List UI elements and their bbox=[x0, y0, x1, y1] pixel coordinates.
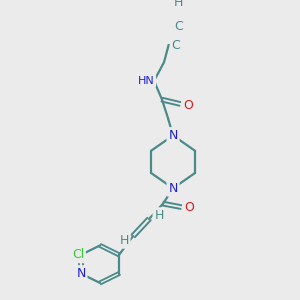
Text: N: N bbox=[76, 267, 86, 280]
Text: N: N bbox=[168, 182, 178, 195]
Text: O: O bbox=[184, 201, 194, 214]
Text: C: C bbox=[172, 39, 180, 52]
Text: C: C bbox=[175, 20, 183, 33]
Text: O: O bbox=[183, 99, 193, 112]
Text: HN: HN bbox=[138, 76, 154, 86]
Text: H: H bbox=[154, 209, 164, 222]
Text: H: H bbox=[119, 234, 129, 247]
Text: N: N bbox=[168, 129, 178, 142]
Text: Cl: Cl bbox=[72, 248, 84, 261]
Text: H: H bbox=[173, 0, 183, 9]
